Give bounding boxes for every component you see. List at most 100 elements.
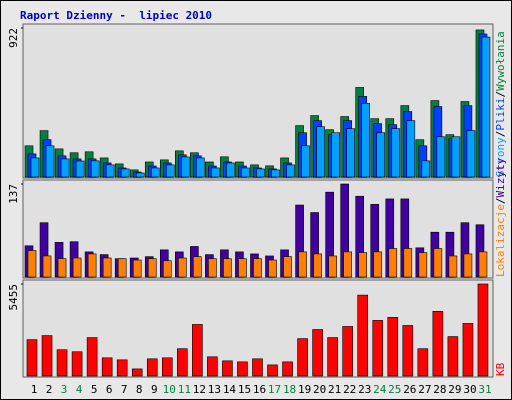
bar <box>90 160 100 178</box>
bar <box>161 357 173 377</box>
x-tick-label: 3 <box>61 383 68 396</box>
bar <box>436 136 446 178</box>
legend-separator: / <box>494 131 507 138</box>
x-tick-label: 13 <box>208 383 221 396</box>
bar <box>208 258 217 278</box>
bar <box>252 358 263 377</box>
bar <box>56 349 68 377</box>
bar <box>387 317 399 377</box>
bar <box>462 323 474 377</box>
bar <box>223 258 232 278</box>
bar <box>86 337 98 377</box>
bar <box>147 258 157 278</box>
legend-entry: Wizyty <box>494 157 507 197</box>
x-tick-label: 24 <box>373 383 387 396</box>
bar <box>135 172 145 178</box>
bar <box>478 251 488 278</box>
x-tick-label: 20 <box>313 383 326 396</box>
x-tick-label: 2 <box>46 383 53 396</box>
x-tick-label: 17 <box>268 383 281 396</box>
bar <box>451 136 461 178</box>
bar <box>267 364 278 377</box>
legend: Strony/Pliki/Wywołania <box>494 31 507 177</box>
x-tick-label: 23 <box>358 383 371 396</box>
bar <box>241 167 250 178</box>
bar <box>286 164 295 178</box>
bar <box>120 168 130 178</box>
x-tick-label: 25 <box>388 383 401 396</box>
bar <box>57 258 67 278</box>
legend: Lokalizacje/Wizyty <box>494 157 507 277</box>
x-tick-label: 6 <box>106 383 113 396</box>
bar <box>42 255 52 278</box>
bar <box>403 248 413 278</box>
y-max-label: 922 <box>7 28 20 48</box>
bar <box>60 158 70 178</box>
bar <box>421 160 431 178</box>
bar <box>358 252 368 278</box>
bar <box>271 169 280 178</box>
bar <box>342 326 353 377</box>
bar <box>102 257 112 278</box>
bar <box>207 356 218 377</box>
bar <box>131 368 143 377</box>
bar <box>268 259 277 278</box>
x-tick-label: 1 <box>31 383 38 396</box>
bar <box>192 324 203 377</box>
bar <box>71 351 83 377</box>
bar <box>283 256 292 278</box>
bar <box>30 157 40 178</box>
bar <box>253 258 262 278</box>
bar <box>26 339 38 377</box>
bar <box>328 255 337 278</box>
bar <box>391 128 401 178</box>
bar <box>373 251 383 278</box>
bar <box>226 162 235 178</box>
bar <box>448 255 458 278</box>
x-tick-label: 9 <box>151 383 158 396</box>
x-tick-label: 11 <box>178 383 191 396</box>
bar <box>237 361 248 377</box>
bar <box>466 130 476 178</box>
x-tick-label: 16 <box>253 383 266 396</box>
bar <box>27 250 37 278</box>
x-tick-label: 29 <box>448 383 461 396</box>
bar <box>150 167 160 178</box>
legend-entry: Pliki <box>494 98 507 131</box>
x-tick-label: 10 <box>163 383 176 396</box>
bar <box>181 156 190 178</box>
bar <box>45 145 55 178</box>
bar <box>406 120 416 178</box>
bar <box>196 157 205 178</box>
x-tick-label: 18 <box>283 383 296 396</box>
bar <box>282 361 293 377</box>
bar <box>177 348 188 377</box>
x-tick-label: 26 <box>403 383 416 396</box>
bar <box>75 160 85 178</box>
bar <box>372 320 384 377</box>
y-max-label: 5455 <box>7 284 20 311</box>
bar <box>72 257 82 278</box>
bar <box>343 251 352 278</box>
x-tick-label: 5 <box>91 383 98 396</box>
bar <box>418 252 428 278</box>
x-tick-label: 19 <box>298 383 311 396</box>
x-tick-label: 31 <box>478 383 491 396</box>
bar <box>357 294 369 377</box>
bar <box>447 336 459 377</box>
x-tick-label: 14 <box>223 383 237 396</box>
x-tick-label: 21 <box>328 383 341 396</box>
legend-entry: Lokalizacje <box>494 204 507 277</box>
bar <box>331 132 340 178</box>
bar <box>222 360 233 377</box>
bar <box>116 359 128 377</box>
x-tick-label: 8 <box>136 383 143 396</box>
x-tick-label: 12 <box>193 383 206 396</box>
legend-entry: KB <box>494 362 507 376</box>
legend-entry: Strony <box>494 137 507 177</box>
bar <box>101 357 113 377</box>
bar <box>316 126 325 178</box>
bar <box>417 348 429 377</box>
bar <box>313 253 322 278</box>
